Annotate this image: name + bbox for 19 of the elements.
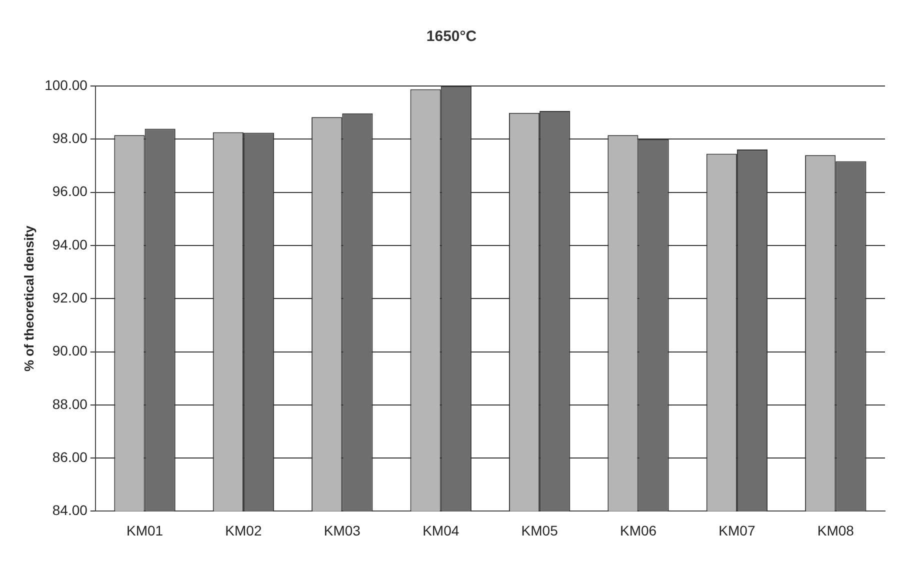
x-tick-label: KM01 <box>126 522 164 538</box>
y-tick-label: 90.00 <box>52 342 88 359</box>
y-tick-label: 94.00 <box>52 236 88 252</box>
x-tick-label: KM06 <box>620 522 657 538</box>
x-tick-label: KM03 <box>324 522 361 538</box>
x-tick-label: KM05 <box>521 522 558 538</box>
y-tick-label: 98.00 <box>52 130 88 146</box>
chart-title: 1650°C <box>426 28 477 46</box>
x-tick-label: KM08 <box>817 522 854 538</box>
x-tick-label: KM07 <box>718 522 756 538</box>
y-tick-label: 86.00 <box>52 448 88 465</box>
x-tick-label: KM04 <box>422 522 460 538</box>
x-tick-label: KM02 <box>225 522 262 538</box>
y-tick-label: 92.00 <box>52 289 88 306</box>
y-tick-label: 96.00 <box>52 183 88 200</box>
y-tick-label: 100.00 <box>44 76 88 93</box>
y-tick-label: 84.00 <box>52 502 88 518</box>
y-axis-title: % of theoretical density <box>21 224 36 372</box>
y-tick-label: 88.00 <box>52 396 88 412</box>
